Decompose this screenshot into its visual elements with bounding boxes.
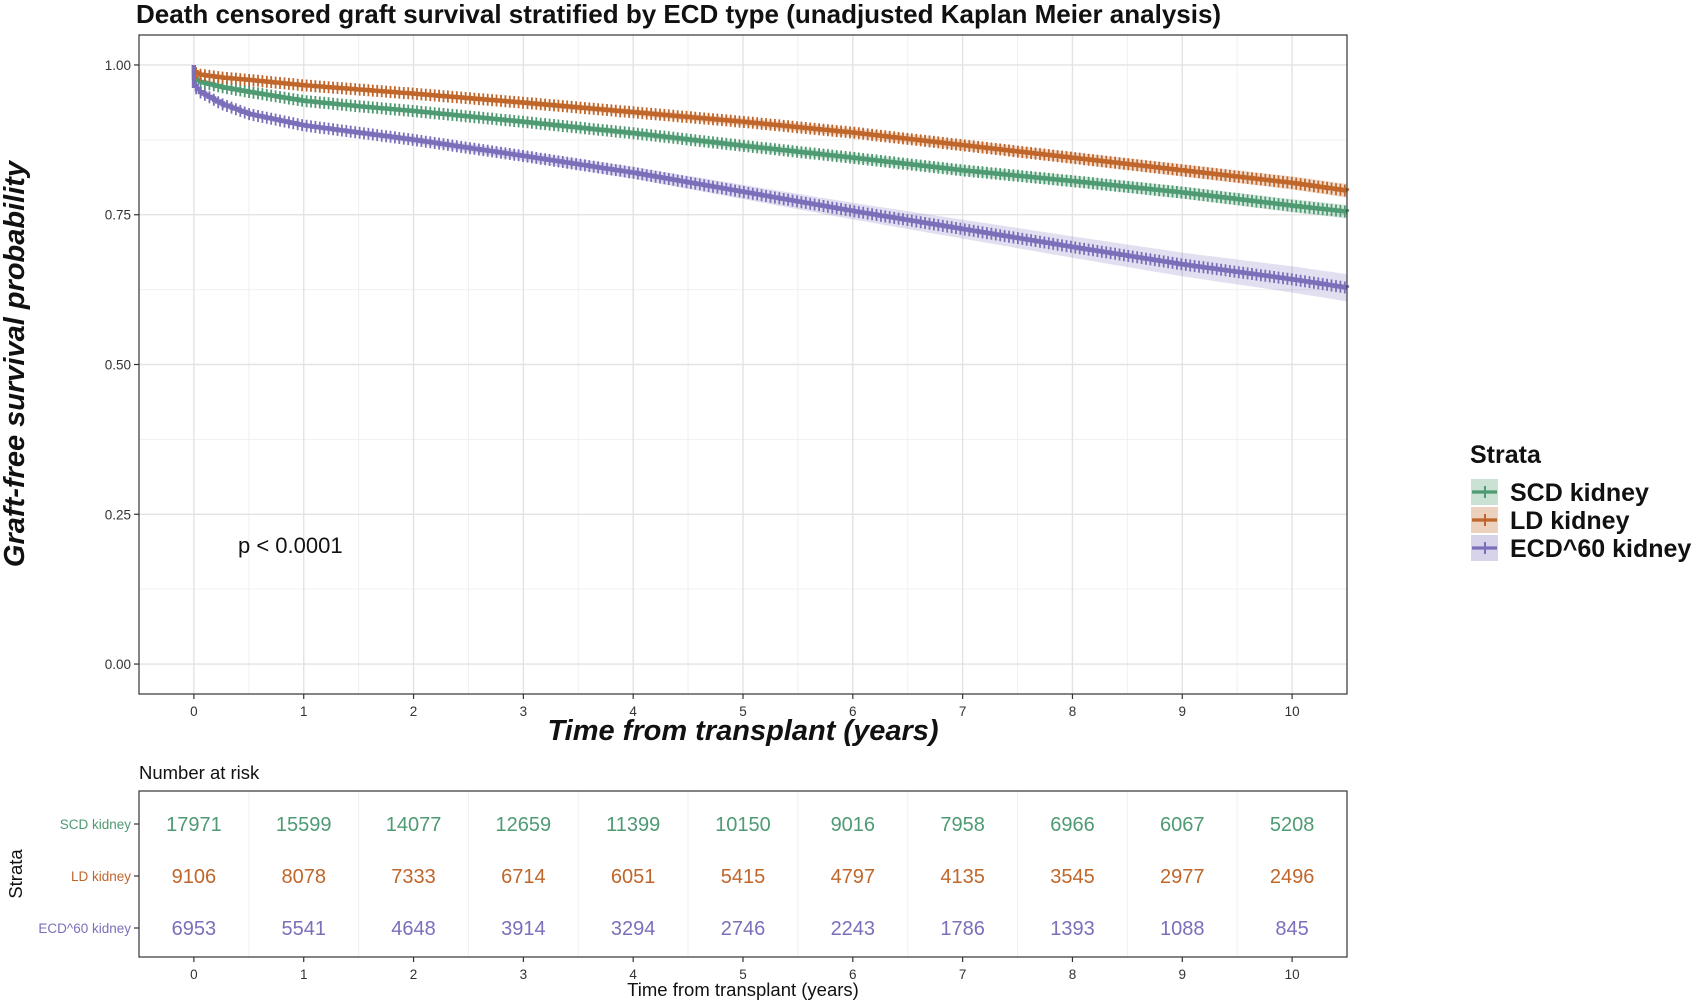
- censor-marks: [195, 67, 1346, 197]
- p-value-annotation: p < 0.0001: [238, 533, 343, 558]
- x-tick-label: 5: [739, 704, 747, 719]
- survival-curve-scd-kidney: [191, 65, 1350, 219]
- y-axis-title: Graft-free survival probability: [0, 159, 31, 567]
- risk-x-tick-label: 10: [1285, 967, 1300, 982]
- x-tick-label: 0: [190, 704, 198, 719]
- risk-x-tick-label: 8: [1069, 967, 1077, 982]
- risk-row-label: ECD^60 kidney: [38, 921, 131, 936]
- legend-label: ECD^60 kidney: [1510, 535, 1691, 563]
- risk-count: 845: [1275, 918, 1308, 940]
- risk-count: 6953: [172, 918, 217, 940]
- risk-row-label: LD kidney: [71, 869, 131, 884]
- risk-count: 2977: [1160, 866, 1205, 888]
- y-axis-ticks: 0.00 0.25 0.50 0.75 1.00: [105, 58, 139, 672]
- risk-count: 5415: [721, 866, 766, 888]
- risk-count: 1786: [940, 918, 985, 940]
- risk-count: 3545: [1050, 866, 1095, 888]
- risk-count: 3914: [501, 918, 546, 940]
- x-tick-label: 7: [959, 704, 967, 719]
- risk-count: 3294: [611, 918, 656, 940]
- risk-count: 9106: [172, 866, 217, 888]
- risk-count: 4135: [940, 866, 985, 888]
- y-tick-label: 0.00: [105, 657, 131, 672]
- risk-x-tick-label: 1: [300, 967, 308, 982]
- risk-x-tick-label: 2: [410, 967, 418, 982]
- risk-table-x-title: Time from transplant (years): [627, 979, 859, 1000]
- risk-table-y-title: Strata: [5, 849, 26, 899]
- legend-item: LD kidney: [1471, 507, 1630, 535]
- risk-count: 11399: [606, 814, 660, 836]
- risk-count: 5541: [281, 918, 326, 940]
- risk-count: 6051: [611, 866, 656, 888]
- risk-count: 9016: [831, 814, 876, 836]
- risk-table-values: 17971 15599 14077 12659 11399 10150 9016 7958 69…: [166, 814, 1314, 940]
- legend-item: ECD^60 kidney: [1471, 535, 1691, 563]
- risk-table-panel: [139, 791, 1347, 957]
- legend-label: LD kidney: [1510, 507, 1630, 535]
- risk-count: 4648: [391, 918, 436, 940]
- x-tick-label: 4: [629, 704, 637, 719]
- main-gridlines: [138, 35, 1348, 694]
- y-tick-label: 0.25: [105, 507, 131, 522]
- risk-count: 17971: [166, 814, 222, 836]
- x-axis-title: Time from transplant (years): [547, 715, 938, 747]
- risk-count: 1393: [1050, 918, 1095, 940]
- risk-count: 14077: [386, 814, 442, 836]
- risk-table-row-labels: SCD kidney LD kidney ECD^60 kidney: [38, 817, 139, 936]
- survival-curve-ld-kidney: [191, 65, 1350, 198]
- chart-title: Death censored graft survival stratified…: [136, 0, 1221, 29]
- risk-table-title: Number at risk: [139, 762, 260, 783]
- risk-count: 2746: [721, 918, 766, 940]
- risk-x-tick-label: 6: [849, 967, 857, 982]
- risk-x-tick-label: 4: [629, 967, 637, 982]
- x-tick-label: 9: [1179, 704, 1187, 719]
- x-tick-label: 8: [1069, 704, 1077, 719]
- legend-label: SCD kidney: [1510, 479, 1649, 507]
- x-tick-label: 6: [849, 704, 857, 719]
- risk-count: 6966: [1050, 814, 1095, 836]
- risk-x-tick-label: 0: [190, 967, 198, 982]
- risk-x-tick-label: 3: [520, 967, 528, 982]
- risk-count: 7333: [391, 866, 436, 888]
- x-tick-label: 3: [520, 704, 528, 719]
- risk-count: 4797: [831, 866, 876, 888]
- censor-marks: [195, 82, 1346, 294]
- legend-title: Strata: [1470, 441, 1542, 469]
- x-axis-ticks: 0 1 2 3 4 5 6 7 8 9 10: [190, 694, 1300, 719]
- risk-count: 7958: [940, 814, 985, 836]
- x-tick-label: 2: [410, 704, 418, 719]
- risk-x-tick-label: 5: [739, 967, 747, 982]
- risk-count: 15599: [276, 814, 332, 836]
- risk-count: 10150: [715, 814, 771, 836]
- risk-count: 5208: [1270, 814, 1315, 836]
- x-tick-label: 1: [300, 704, 308, 719]
- censor-marks: [195, 73, 1346, 218]
- risk-count: 2496: [1270, 866, 1315, 888]
- risk-count: 6714: [501, 866, 546, 888]
- risk-row-label: SCD kidney: [60, 817, 132, 832]
- risk-table-x-ticks: 0 1 2 3 4 5 6 7 8 9 10: [190, 957, 1300, 982]
- risk-count: 6067: [1160, 814, 1205, 836]
- y-tick-label: 1.00: [105, 58, 131, 73]
- legend-item: SCD kidney: [1471, 479, 1649, 507]
- survival-curves: [191, 65, 1350, 302]
- risk-count: 2243: [831, 918, 876, 940]
- risk-count: 1088: [1160, 918, 1205, 940]
- risk-count: 12659: [496, 814, 552, 836]
- survival-curve-ecd-60-kidney: [191, 65, 1350, 302]
- risk-x-tick-label: 9: [1179, 967, 1187, 982]
- risk-count: 8078: [281, 866, 326, 888]
- x-tick-label: 10: [1285, 704, 1300, 719]
- y-tick-label: 0.75: [105, 208, 131, 223]
- risk-x-tick-label: 7: [959, 967, 967, 982]
- y-tick-label: 0.50: [105, 358, 131, 373]
